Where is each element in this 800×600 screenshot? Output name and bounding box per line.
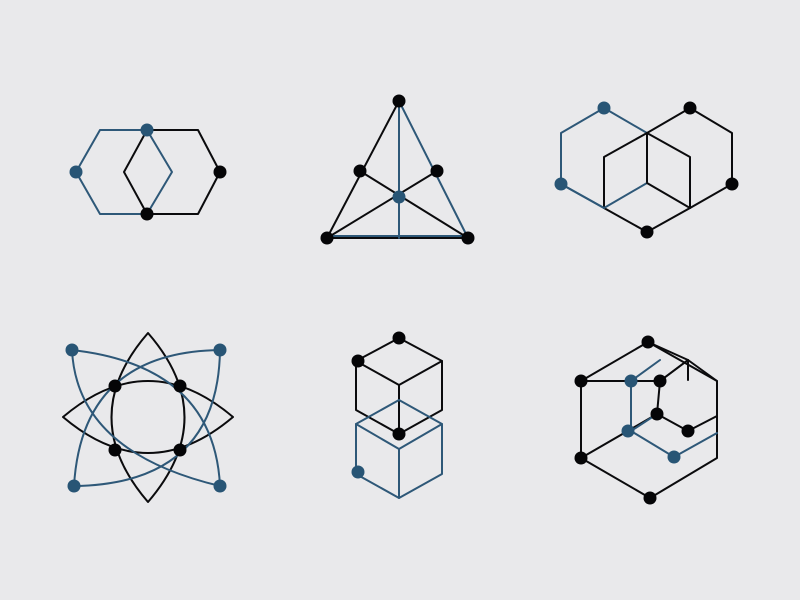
- inner-link-d: [673, 432, 718, 458]
- node-top-left: [597, 101, 611, 115]
- stacked-cubes-icon: [351, 331, 443, 499]
- node-right: [725, 177, 739, 191]
- node-inner-tl: [108, 379, 122, 393]
- hexagon-cube-icon: [554, 101, 739, 239]
- atom-petal-icon: [62, 332, 234, 503]
- node-top-right: [213, 343, 227, 357]
- node-center: [392, 190, 406, 204]
- node-left-top: [574, 374, 588, 388]
- cube-right-side: [646, 132, 691, 209]
- median-right: [359, 170, 469, 239]
- triangle-node-icon: [320, 94, 475, 245]
- diamond-left-half: [123, 129, 148, 215]
- node-bottom: [643, 491, 657, 505]
- diamond-right-half: [146, 129, 173, 215]
- right-hexagon: [603, 107, 733, 233]
- node-left-mid: [353, 164, 367, 178]
- node-top-left: [351, 354, 365, 368]
- node-top: [641, 335, 655, 349]
- node-right: [213, 165, 227, 179]
- cube-inner-left: [603, 182, 648, 209]
- node-right-mid: [430, 164, 444, 178]
- node-top: [392, 331, 406, 345]
- vertical-lens: [110, 332, 186, 503]
- node-top-right: [683, 101, 697, 115]
- node-inner-f: [667, 450, 681, 464]
- node-left-bottom: [574, 451, 588, 465]
- node-bottom-left: [351, 465, 365, 479]
- diagonal-lens-a-b: [71, 349, 221, 487]
- node-inner-br: [173, 443, 187, 457]
- right-hexagon-outline: [146, 129, 221, 215]
- median-left: [326, 170, 438, 239]
- cube-inner-right: [646, 182, 691, 209]
- node-inner-d: [681, 424, 695, 438]
- node-bottom: [640, 225, 654, 239]
- node-inner-c: [650, 407, 664, 421]
- top-edge-link: [647, 341, 689, 361]
- node-top-left: [65, 343, 79, 357]
- node-inner-bl: [108, 443, 122, 457]
- node-bottom-right: [461, 231, 475, 245]
- left-hex-bottom: [560, 183, 605, 209]
- node-inner-e: [621, 424, 635, 438]
- left-hexagon-outline: [75, 129, 148, 215]
- node-inner-b: [653, 374, 667, 388]
- node-left: [554, 177, 568, 191]
- node-top: [140, 123, 154, 137]
- diagonal-lens-a: [71, 349, 221, 487]
- bottom-cube-inner: [355, 423, 443, 450]
- node-bottom: [140, 207, 154, 221]
- node-inner-tr: [173, 379, 187, 393]
- node-middle: [392, 427, 406, 441]
- node-apex: [392, 94, 406, 108]
- node-bottom-left: [67, 479, 81, 493]
- cube-outline: [603, 132, 648, 209]
- node-inner-a: [624, 374, 638, 388]
- top-cube-inner: [355, 360, 443, 386]
- node-bottom-left: [320, 231, 334, 245]
- node-left: [69, 165, 83, 179]
- node-bottom-right: [213, 479, 227, 493]
- nested-hexagon-cube-icon: [574, 335, 718, 505]
- double-hexagon-icon: [69, 123, 227, 221]
